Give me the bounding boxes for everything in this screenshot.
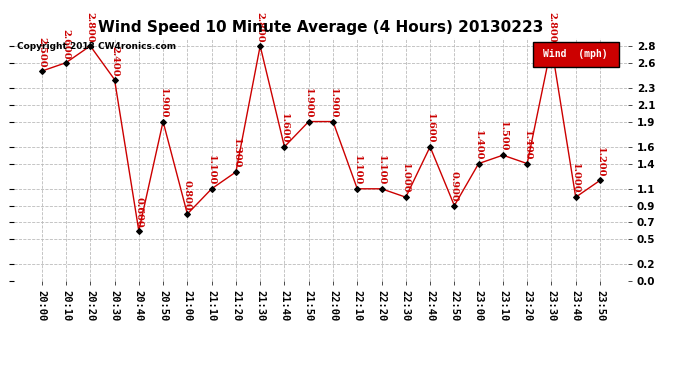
Point	[36, 68, 47, 74]
Text: 2.800: 2.800	[547, 12, 556, 42]
Text: 1.100: 1.100	[353, 155, 362, 185]
Point	[206, 186, 217, 192]
Point	[85, 43, 96, 49]
Point	[279, 144, 290, 150]
Point	[61, 60, 72, 66]
Point	[497, 152, 509, 158]
Text: 1.000: 1.000	[402, 163, 411, 194]
Text: 1.900: 1.900	[159, 88, 168, 118]
Text: Copyright 2013 CW4ronics.com: Copyright 2013 CW4ronics.com	[17, 42, 176, 51]
Text: 1.900: 1.900	[304, 88, 313, 118]
Point	[400, 194, 411, 200]
Point	[522, 160, 533, 166]
FancyBboxPatch shape	[533, 42, 619, 67]
Point	[570, 194, 581, 200]
Text: 1.100: 1.100	[207, 155, 216, 185]
Text: 2.800: 2.800	[86, 12, 95, 42]
Title: Wind Speed 10 Minute Average (4 Hours) 20130223: Wind Speed 10 Minute Average (4 Hours) 2…	[98, 20, 544, 35]
Text: 1.600: 1.600	[280, 113, 289, 143]
Text: 0.600: 0.600	[135, 197, 144, 228]
Text: 1.000: 1.000	[571, 163, 580, 194]
Point	[157, 118, 168, 124]
Text: 1.200: 1.200	[595, 147, 604, 177]
Point	[473, 160, 484, 166]
Text: 0.800: 0.800	[183, 180, 192, 211]
Point	[424, 144, 435, 150]
Point	[448, 202, 460, 208]
Text: 0.900: 0.900	[450, 171, 459, 202]
Text: 1.400: 1.400	[474, 130, 483, 160]
Text: 1.400: 1.400	[522, 130, 532, 160]
Text: Wind  (mph): Wind (mph)	[544, 49, 608, 59]
Point	[255, 43, 266, 49]
Text: 2.600: 2.600	[61, 29, 70, 59]
Text: 1.300: 1.300	[231, 138, 240, 169]
Point	[595, 177, 606, 183]
Point	[546, 43, 557, 49]
Text: 1.900: 1.900	[328, 88, 337, 118]
Point	[303, 118, 314, 124]
Point	[182, 211, 193, 217]
Point	[133, 228, 144, 234]
Point	[230, 169, 241, 175]
Text: 2.500: 2.500	[37, 37, 46, 68]
Text: 1.600: 1.600	[426, 113, 435, 143]
Point	[376, 186, 387, 192]
Point	[352, 186, 363, 192]
Text: 1.100: 1.100	[377, 155, 386, 185]
Point	[109, 76, 120, 82]
Text: 1.500: 1.500	[498, 121, 507, 152]
Text: 2.400: 2.400	[110, 45, 119, 76]
Text: 2.800: 2.800	[256, 12, 265, 42]
Point	[328, 118, 339, 124]
